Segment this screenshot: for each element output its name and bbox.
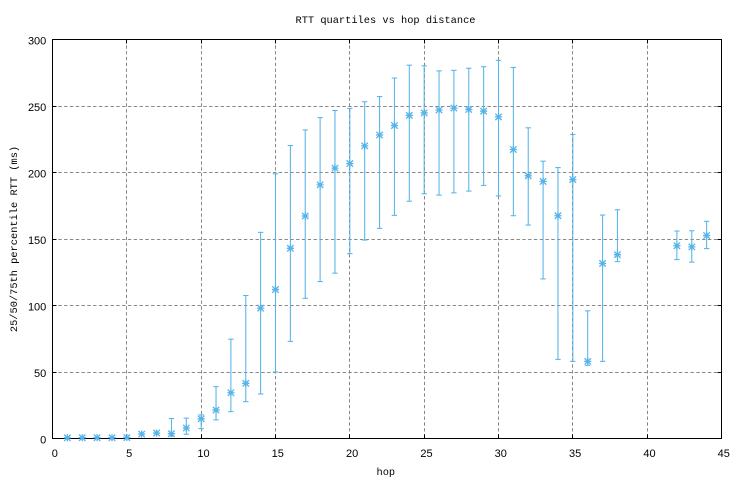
svg-text:RTT quartiles vs hop distance: RTT quartiles vs hop distance <box>295 15 475 27</box>
svg-text:45: 45 <box>718 448 730 460</box>
svg-text:25: 25 <box>420 448 432 460</box>
svg-text:40: 40 <box>643 448 655 460</box>
svg-text:250: 250 <box>28 102 46 114</box>
svg-text:20: 20 <box>346 448 358 460</box>
svg-text:100: 100 <box>28 301 46 313</box>
svg-text:0: 0 <box>40 434 46 446</box>
svg-text:50: 50 <box>34 368 46 380</box>
svg-text:300: 300 <box>28 35 46 47</box>
svg-text:10: 10 <box>197 448 209 460</box>
svg-text:30: 30 <box>495 448 507 460</box>
svg-text:35: 35 <box>569 448 581 460</box>
svg-text:150: 150 <box>28 235 46 247</box>
svg-text:25/50/75th percentile RTT (ms): 25/50/75th percentile RTT (ms) <box>9 146 21 332</box>
svg-text:15: 15 <box>272 448 284 460</box>
svg-text:0: 0 <box>52 448 58 460</box>
svg-text:200: 200 <box>28 168 46 180</box>
svg-text:5: 5 <box>126 448 132 460</box>
svg-text:hop: hop <box>376 467 395 479</box>
